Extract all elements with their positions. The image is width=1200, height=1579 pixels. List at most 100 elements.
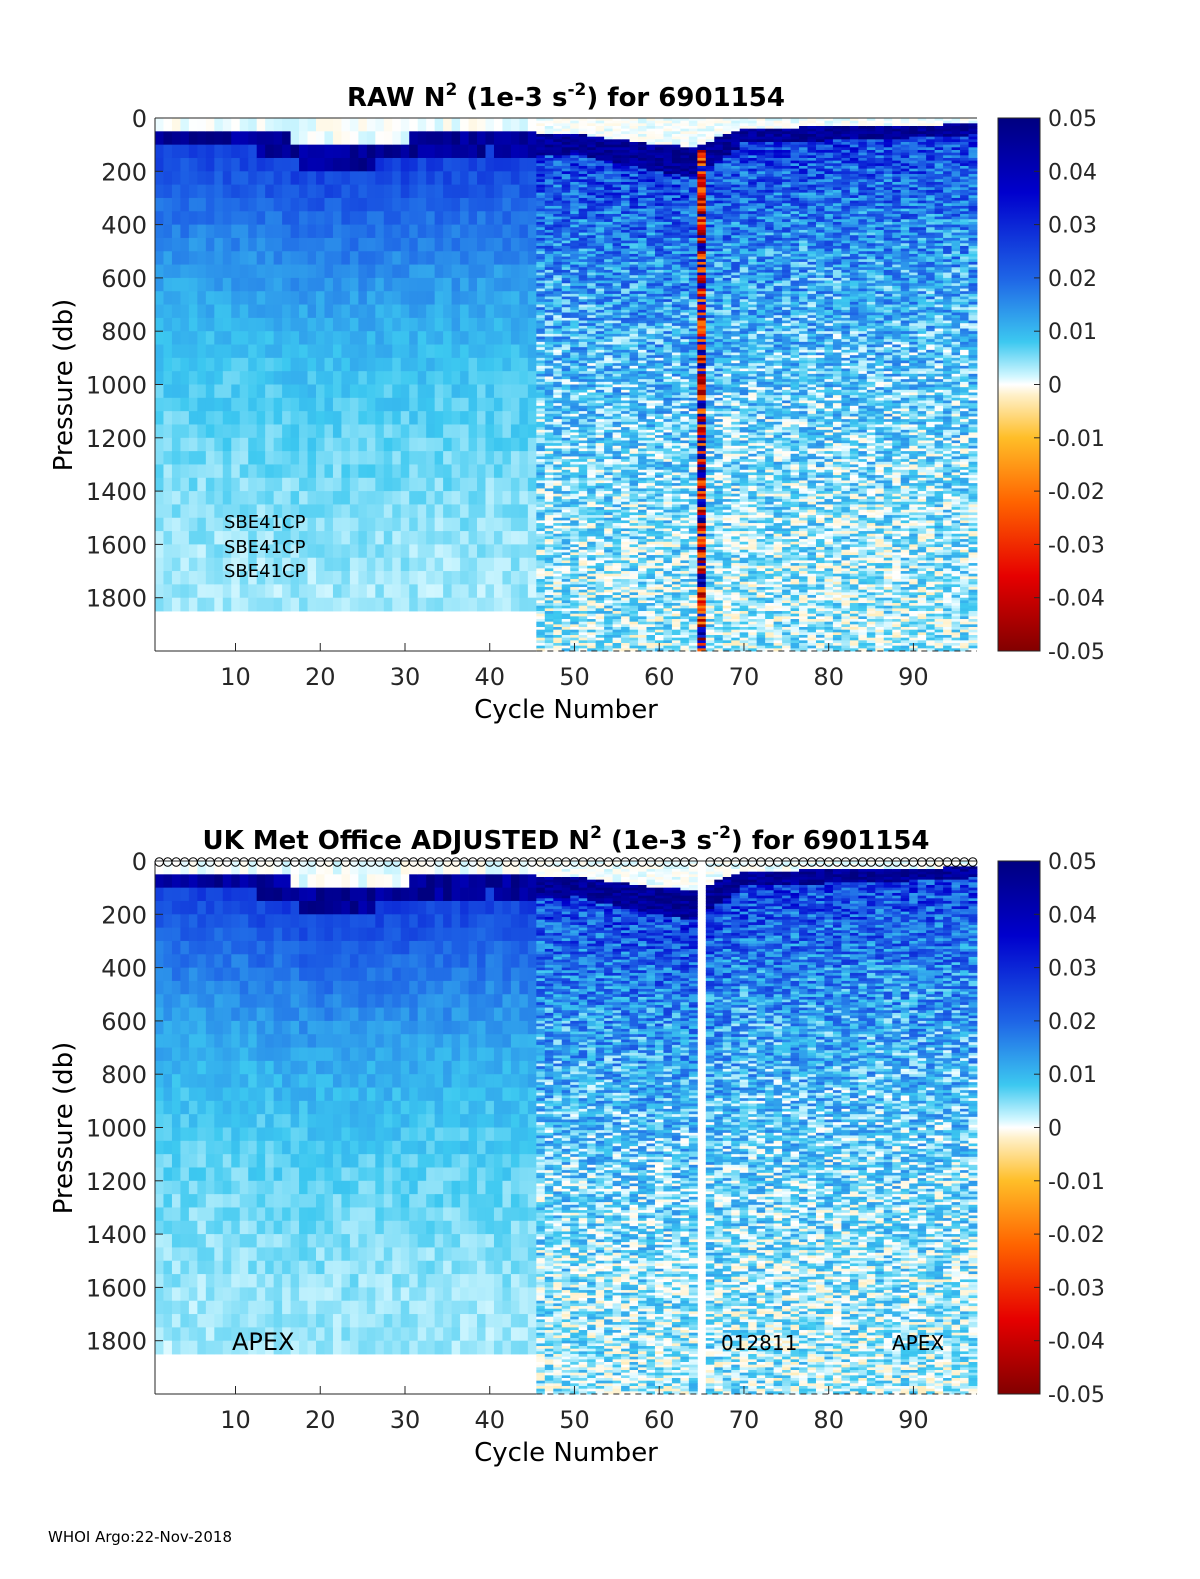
heatmap-cell: [468, 251, 478, 265]
heatmap-cell: [587, 613, 597, 617]
heatmap-cell: [561, 597, 571, 601]
heatmap-cell: [392, 197, 402, 212]
heatmap-cell: [544, 245, 554, 249]
heatmap-cell: [570, 624, 580, 628]
heatmap-cell: [646, 536, 656, 540]
heatmap-cell: [536, 224, 546, 228]
heatmap-cell: [587, 144, 597, 148]
heatmap-cell: [239, 224, 249, 239]
heatmap-cell: [324, 437, 334, 452]
heatmap-cell: [612, 251, 622, 255]
heatmap-cell: [604, 371, 613, 375]
heatmap-cell: [646, 141, 656, 146]
heatmap-cell: [519, 424, 529, 439]
heatmap-cell: [621, 291, 630, 295]
heatmap-cell: [570, 264, 580, 268]
heatmap-cell: [587, 595, 597, 599]
heatmap-cell: [299, 477, 308, 492]
heatmap-cell: [400, 571, 410, 585]
heatmap-cell: [578, 160, 588, 164]
heatmap-cell: [604, 421, 613, 425]
heatmap-cell: [578, 304, 588, 308]
heatmap-cell: [638, 603, 647, 607]
heatmap-cell: [316, 237, 325, 252]
heatmap-cell: [231, 384, 241, 399]
heatmap-cell: [460, 584, 469, 599]
heatmap-cell: [239, 504, 249, 519]
heatmap-cell: [604, 331, 613, 335]
heatmap-cell: [629, 235, 639, 239]
heatmap-cell: [612, 152, 622, 156]
heatmap-cell: [638, 176, 647, 180]
heatmap-cell: [629, 504, 639, 508]
heatmap-cell: [248, 157, 258, 172]
heatmap-cell: [646, 592, 656, 596]
heatmap-cell: [671, 155, 681, 159]
heatmap-cell: [434, 477, 444, 492]
heatmap-cell: [629, 315, 639, 319]
heatmap-cell: [612, 549, 622, 553]
heatmap-cell: [341, 344, 351, 359]
heatmap-cell: [663, 539, 673, 543]
heatmap-cell: [553, 357, 563, 361]
heatmap-cell: [621, 141, 630, 146]
heatmap-cell: [621, 637, 630, 641]
heatmap-cell: [392, 411, 402, 425]
heatmap-cell: [570, 315, 580, 319]
heatmap-cell: [544, 573, 554, 577]
heatmap-cell: [307, 184, 317, 199]
heatmap-cell: [502, 291, 512, 305]
heatmap-cell: [578, 576, 588, 580]
heatmap-cell: [654, 259, 664, 263]
heatmap-cell: [536, 376, 546, 380]
heatmap-cell: [155, 531, 164, 545]
heatmap-cell: [671, 312, 681, 316]
heatmap-cell: [544, 613, 554, 617]
heatmap-cell: [239, 157, 249, 172]
heatmap-cell: [578, 352, 588, 356]
heatmap-cell: [180, 477, 190, 492]
heatmap-cell: [638, 616, 647, 620]
heatmap-cell: [646, 379, 656, 383]
heatmap-cell: [578, 632, 588, 636]
heatmap-cell: [197, 517, 207, 532]
heatmap-cell: [612, 635, 622, 639]
heatmap-cell: [502, 251, 512, 265]
heatmap-cell: [595, 560, 605, 564]
heatmap-cell: [561, 525, 571, 529]
heatmap-cell: [155, 477, 164, 492]
heatmap-cell: [638, 493, 647, 497]
heatmap-cell: [561, 301, 571, 305]
heatmap-cell: [544, 597, 554, 601]
heatmap-cell: [366, 157, 376, 172]
heatmap-cell: [638, 587, 647, 591]
heatmap-cell: [519, 531, 529, 545]
heatmap-cell: [629, 208, 639, 212]
heatmap-cell: [561, 491, 571, 495]
heatmap-cell: [612, 440, 622, 444]
heatmap-cell: [587, 309, 597, 313]
heatmap-cell: [654, 395, 664, 399]
heatmap-cell: [214, 411, 224, 425]
heatmap-cell: [587, 133, 597, 138]
heatmap-cell: [612, 536, 622, 540]
heatmap-cell: [604, 347, 613, 351]
heatmap-cell: [561, 216, 571, 220]
heatmap-cell: [663, 357, 673, 361]
heatmap-cell: [638, 611, 647, 615]
heatmap-cell: [638, 429, 647, 433]
heatmap-cell: [621, 613, 630, 617]
heatmap-cell: [536, 507, 546, 511]
heatmap-cell: [578, 648, 588, 652]
heatmap-cell: [502, 118, 512, 132]
heatmap-cell: [671, 200, 681, 204]
heatmap-cell: [663, 208, 673, 212]
heatmap-cell: [510, 584, 520, 599]
heatmap-cell: [646, 483, 656, 487]
heatmap-cell: [604, 472, 613, 476]
heatmap-cell: [595, 355, 605, 359]
heatmap-cell: [671, 373, 681, 377]
heatmap-cell: [570, 443, 580, 447]
heatmap-cell: [197, 557, 207, 572]
heatmap-cell: [587, 637, 597, 641]
